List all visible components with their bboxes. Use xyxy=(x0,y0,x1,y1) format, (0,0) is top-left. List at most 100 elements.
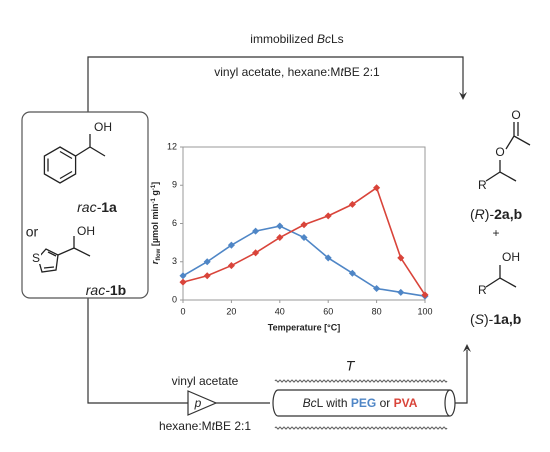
point xyxy=(203,272,211,280)
text: -1 xyxy=(151,184,157,190)
text: 1b xyxy=(110,282,126,298)
point xyxy=(300,233,308,242)
text: PVA xyxy=(394,396,418,410)
x-tick-label: 0 xyxy=(180,306,185,316)
compound-label: rac-1a xyxy=(77,199,117,215)
compound-label: rac-1b xyxy=(86,282,126,298)
point xyxy=(203,258,211,266)
x-tick-label: 60 xyxy=(323,306,333,316)
text: + xyxy=(492,226,499,240)
y-axis-title: rflow [µmol min-1 g-1] xyxy=(150,182,161,264)
text: T xyxy=(346,358,356,374)
point xyxy=(421,291,429,299)
text: t xyxy=(212,419,216,433)
x-tick-label: 100 xyxy=(417,306,432,316)
text: ] xyxy=(150,182,160,185)
chart: Temperature [°C] rflow [µmol min-1 g-1] … xyxy=(150,141,432,332)
text: immobilized xyxy=(250,32,317,46)
text: -1 xyxy=(151,197,157,203)
thiophene xyxy=(37,248,59,273)
point xyxy=(179,278,187,286)
bonds xyxy=(43,236,91,269)
text: hexane:MtBE 2:1 xyxy=(159,419,251,433)
text: S xyxy=(475,311,485,327)
x-tick-label: 80 xyxy=(372,306,382,316)
point xyxy=(348,200,356,208)
point xyxy=(252,249,260,257)
text: t xyxy=(340,65,344,79)
label-bg xyxy=(31,252,41,264)
text: r xyxy=(150,260,160,264)
text: flow xyxy=(156,248,162,260)
arrow-head xyxy=(459,92,467,100)
atom-label: OH xyxy=(502,250,520,264)
atom-label: OH xyxy=(77,224,95,238)
y-tick-label: 12 xyxy=(167,141,177,151)
y-tick-label: 9 xyxy=(172,180,177,190)
atom-label: O xyxy=(511,108,520,122)
text: hexane:M xyxy=(159,419,212,433)
point xyxy=(373,184,381,192)
text: Bc xyxy=(303,396,317,410)
text: )- xyxy=(484,311,494,327)
point xyxy=(227,262,235,270)
text: ( xyxy=(470,206,475,222)
point xyxy=(276,222,284,230)
x-axis-title: Temperature [°C] xyxy=(268,322,340,332)
y-tick-label: 6 xyxy=(172,218,177,228)
y-tick-label: 3 xyxy=(172,256,177,266)
text: rac- xyxy=(77,199,101,215)
point xyxy=(348,269,356,277)
compound-label: (R)-2a,b xyxy=(470,206,522,222)
bonds xyxy=(485,122,531,182)
text: 2a,b xyxy=(494,206,522,222)
point xyxy=(397,288,405,296)
x-tick-label: 20 xyxy=(226,306,236,316)
text: vinyl acetate xyxy=(172,374,239,388)
reactor-label: BcL with PEG or PVA xyxy=(303,396,418,410)
atom-label: R xyxy=(478,283,487,297)
atom-label: R xyxy=(478,178,487,192)
substrate-box xyxy=(21,111,149,299)
text: ( xyxy=(470,311,475,327)
text: or xyxy=(26,224,39,240)
pump-label: p xyxy=(194,396,202,410)
atom-label: OH xyxy=(94,120,112,134)
text: L with xyxy=(317,396,351,410)
top-conditions: vinyl acetate, hexane:MtBE 2:1 xyxy=(214,65,380,79)
text: or xyxy=(376,396,393,410)
text: PEG xyxy=(351,396,376,410)
reactor-tube xyxy=(272,389,456,417)
top-arrow xyxy=(87,56,464,112)
point xyxy=(227,241,235,249)
text: 1a xyxy=(101,199,117,215)
series-line xyxy=(182,186,426,296)
point xyxy=(300,221,308,229)
heat-wave xyxy=(274,426,448,430)
arrow-head xyxy=(463,344,471,352)
text: BE 2:1 xyxy=(344,65,380,79)
bonds xyxy=(485,265,517,288)
bottom-arrow xyxy=(87,298,468,404)
heat-wave xyxy=(274,379,448,383)
pump xyxy=(187,390,218,416)
y-tick-label: 0 xyxy=(172,294,177,304)
text: )- xyxy=(485,206,495,222)
compound-label: (S)-1a,b xyxy=(470,311,521,327)
point xyxy=(179,272,187,280)
text: 1a,b xyxy=(493,311,521,327)
text: vinyl acetate, hexane:M xyxy=(214,65,340,79)
text: Ls xyxy=(331,32,344,46)
text: [µmol min xyxy=(150,203,160,248)
top-label: immobilized BcLs xyxy=(250,32,343,46)
text: BE 2:1 xyxy=(215,419,251,433)
text: R xyxy=(475,206,485,222)
atom-label: O xyxy=(495,145,504,159)
atom-label: S xyxy=(32,251,40,265)
text: Bc xyxy=(317,32,331,46)
point xyxy=(276,233,284,242)
x-tick-label: 40 xyxy=(275,306,285,316)
text: g xyxy=(150,190,160,198)
bonds xyxy=(47,134,106,180)
